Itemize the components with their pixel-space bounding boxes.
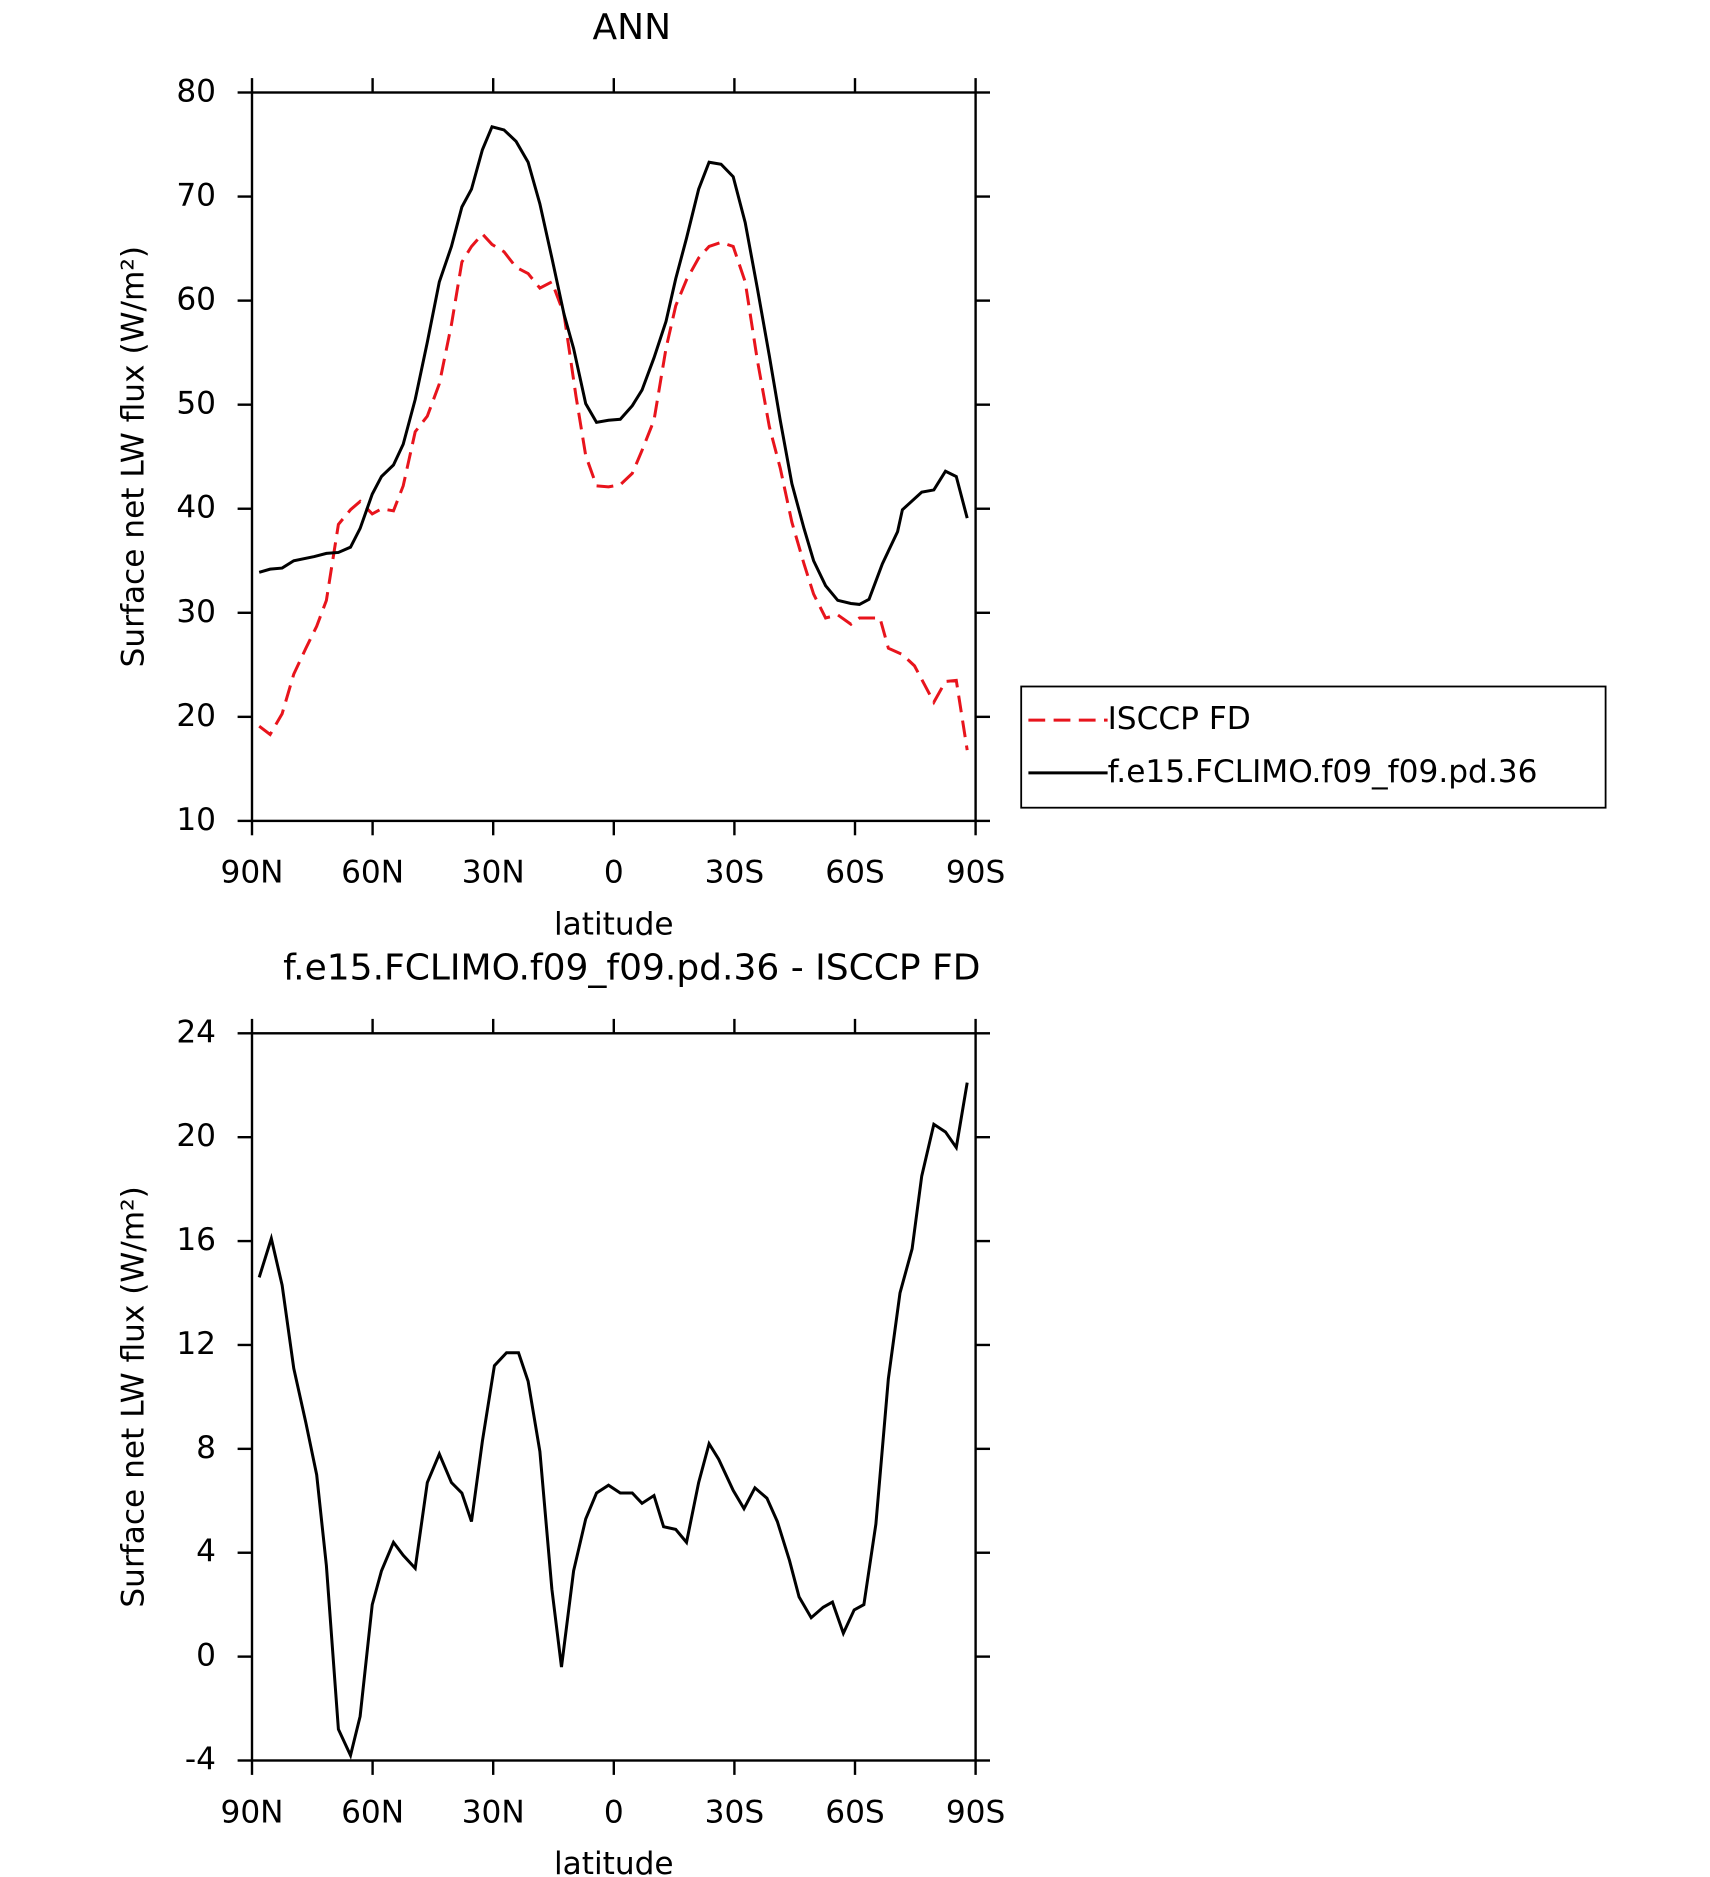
x-tick-label: 60N [341,1794,404,1830]
x-tick-label: 30N [462,855,525,891]
y-tick-label: 16 [176,1222,216,1258]
legend-label: f.e15.FCLIMO.f09_f09.pd.36 [1108,754,1538,790]
x-tick-label: 30S [705,855,764,891]
data-line [257,1082,969,1760]
data-line [258,231,969,751]
y-tick-label: 80 [176,74,216,110]
y-tick-label: 4 [196,1534,216,1570]
plot-frame [250,91,977,823]
y-tick-label: 40 [176,490,216,526]
y-axis-label: Surface net LW flux (W/m²) [115,1186,151,1607]
x-tick-label: 0 [604,855,624,891]
chart-title: f.e15.FCLIMO.f09_f09.pd.36 - ISCCP FD [283,948,980,989]
y-tick-label: 70 [176,178,216,214]
x-tick-label: 90S [946,855,1005,891]
legend-label: ISCCP FD [1108,701,1251,737]
x-tick-label: 60S [825,1794,884,1830]
x-tick-label: 0 [604,1794,624,1830]
x-tick-label: 60S [825,855,884,891]
x-tick-label: 30N [462,1794,525,1830]
plot-frame [250,1032,977,1762]
y-tick-label: 10 [176,802,216,838]
x-tick-label: 90N [220,1794,283,1830]
x-tick-label: 90S [946,1794,1005,1830]
y-tick-label: 30 [176,594,216,630]
chart-title: ANN [593,7,672,48]
x-axis-label: latitude [554,906,674,942]
y-axis-label: Surface net LW flux (W/m²) [115,246,151,667]
x-tick-label: 60N [341,855,404,891]
y-tick-label: 60 [176,282,216,318]
y-tick-label: 50 [176,386,216,422]
x-tick-label: 30S [705,1794,764,1830]
x-axis-label: latitude [554,1846,674,1877]
y-tick-label: -4 [185,1742,216,1778]
x-tick-label: 90N [220,855,283,891]
y-tick-label: 20 [176,698,216,734]
y-tick-label: 0 [196,1638,216,1674]
legend-box [1020,685,1607,809]
y-tick-label: 8 [196,1430,216,1466]
y-tick-label: 20 [176,1118,216,1154]
y-tick-label: 12 [176,1326,216,1362]
data-line [258,125,969,606]
y-tick-label: 24 [176,1014,216,1050]
